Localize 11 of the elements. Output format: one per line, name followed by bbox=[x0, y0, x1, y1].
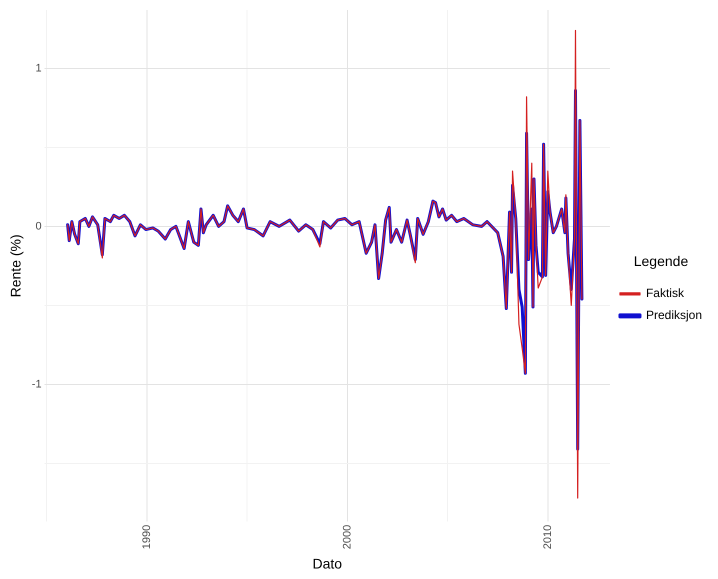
y-axis-title: Rente (%) bbox=[7, 234, 24, 298]
x-tick-label: 2000 bbox=[341, 524, 354, 550]
legend-label: Faktisk bbox=[646, 286, 685, 300]
x-tick-label: 1990 bbox=[140, 524, 153, 550]
x-axis-title: Dato bbox=[312, 555, 342, 572]
legend-title: Legende bbox=[634, 252, 688, 269]
x-tick-label: 2010 bbox=[542, 524, 554, 550]
legend-label: Prediksjon bbox=[646, 308, 702, 322]
y-tick-label: -1 bbox=[32, 378, 42, 390]
y-tick-label: 1 bbox=[35, 62, 42, 74]
y-tick-label: 0 bbox=[35, 220, 42, 232]
